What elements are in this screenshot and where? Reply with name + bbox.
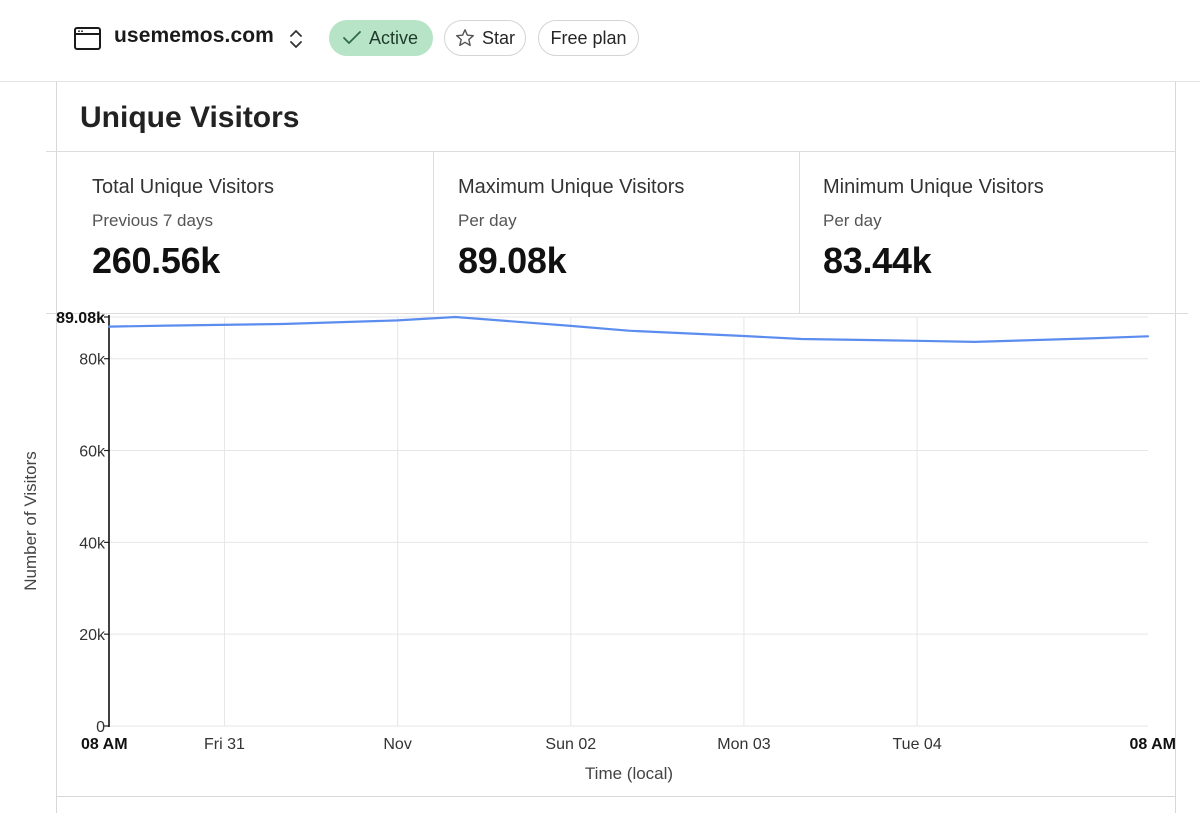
stat-label: Maximum Unique Visitors xyxy=(458,176,685,198)
status-badge-label: Active xyxy=(369,27,419,48)
y-axis-title: Number of Visitors xyxy=(21,451,40,591)
stat-value: 89.08k xyxy=(458,240,567,281)
stat-divider xyxy=(799,152,800,313)
stat-maximum-unique-visitors: Maximum Unique Visitors Per day 89.08k xyxy=(434,152,799,313)
stat-value: 83.44k xyxy=(823,240,932,281)
card-bottom-border xyxy=(56,796,1176,797)
site-name[interactable]: usememos.com xyxy=(114,24,274,47)
stat-sub: Per day xyxy=(458,211,517,230)
star-button[interactable]: Star xyxy=(444,20,526,56)
stats-divider xyxy=(46,313,1188,314)
unique-visitors-card xyxy=(56,82,1176,813)
top-bar: usememos.com Active Star Free plan xyxy=(0,0,1200,82)
stat-value: 260.56k xyxy=(92,240,221,281)
title-divider xyxy=(46,151,1176,152)
stat-minimum-unique-visitors: Minimum Unique Visitors Per day 83.44k xyxy=(800,152,1176,313)
stat-total-unique-visitors: Total Unique Visitors Previous 7 days 26… xyxy=(56,152,433,313)
star-icon xyxy=(456,29,474,47)
stat-label: Total Unique Visitors xyxy=(92,176,274,198)
status-badge: Active xyxy=(329,20,433,56)
card-title: Unique Visitors xyxy=(80,101,300,134)
star-button-label: Star xyxy=(482,27,516,48)
chevron-up-down-icon[interactable] xyxy=(287,27,305,51)
stat-label: Minimum Unique Visitors xyxy=(823,176,1044,198)
stat-divider xyxy=(433,152,434,313)
stat-sub: Per day xyxy=(823,211,882,230)
browser-window-icon xyxy=(74,27,101,50)
stat-sub: Previous 7 days xyxy=(92,211,213,230)
plan-badge-label: Free plan xyxy=(550,27,627,48)
plan-badge[interactable]: Free plan xyxy=(538,20,639,56)
check-icon xyxy=(343,31,361,44)
